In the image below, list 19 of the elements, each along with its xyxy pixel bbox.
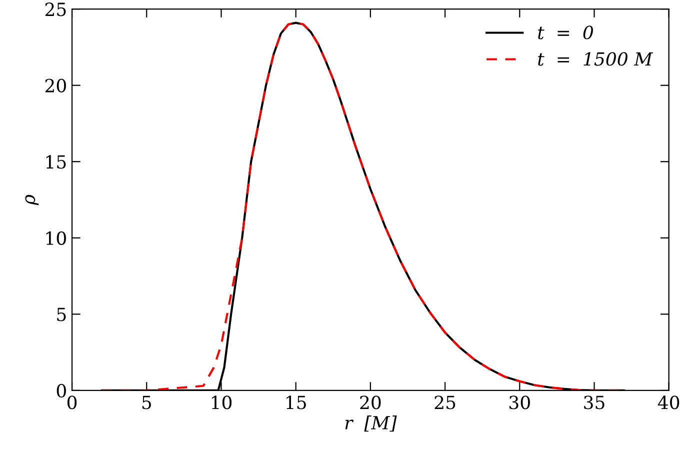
- x-tick-label: 25: [434, 396, 456, 410]
- y-tick-label: 10: [46, 231, 66, 246]
- x-tick-label: 10: [212, 396, 232, 410]
- x-tick-label: 20: [360, 396, 381, 410]
- y-tick-label: 25: [45, 2, 66, 16]
- legend-label: t = 1500 M: [538, 52, 653, 66]
- x-tick-label: 40: [658, 396, 680, 410]
- x-tick-label: 5: [142, 396, 151, 410]
- x-axis-title: r [M]: [345, 416, 397, 432]
- y-axis-title: ρ: [25, 194, 39, 206]
- x-tick-label: 0: [67, 396, 77, 410]
- y-tick-label: 15: [46, 155, 66, 169]
- y-tick-label: 20: [45, 78, 66, 92]
- y-tick-label: 5: [57, 308, 66, 322]
- legend-label: t = 0: [538, 26, 593, 40]
- x-tick-label: 30: [510, 396, 530, 410]
- x-tick-label: 35: [584, 396, 604, 410]
- x-tick-label: 15: [286, 396, 306, 410]
- y-tick-label: 0: [56, 384, 66, 398]
